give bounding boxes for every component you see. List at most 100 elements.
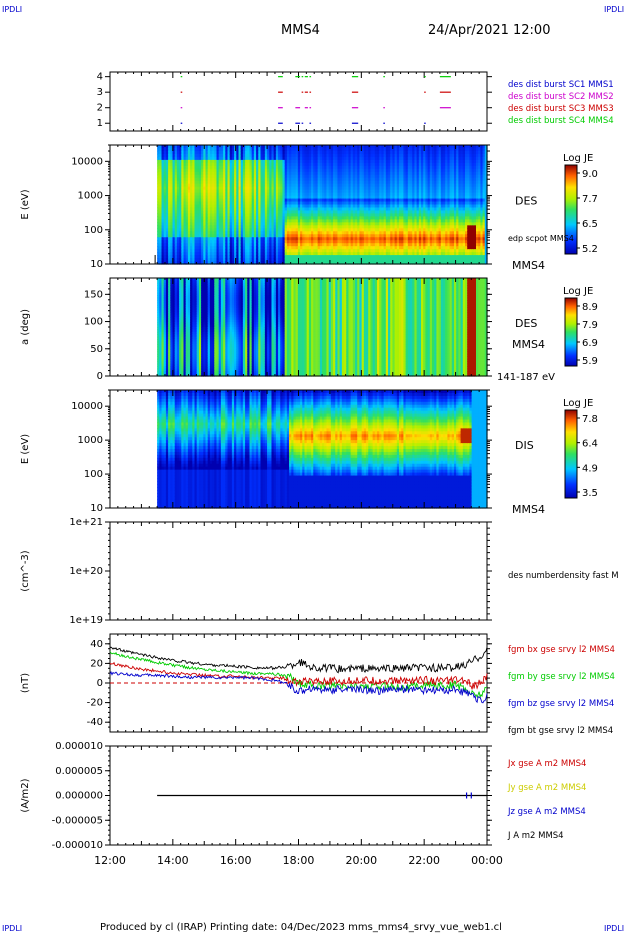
- heatmap-cell: [326, 225, 330, 229]
- heatmap-cell: [267, 186, 270, 191]
- heatmap-cell: [280, 222, 284, 226]
- heatmap-cell: [330, 219, 334, 223]
- heatmap-cell: [284, 171, 288, 176]
- heatmap-cell: [350, 153, 354, 158]
- heatmap-cell: [297, 156, 301, 161]
- heatmap-cell: [264, 219, 268, 223]
- heatmap-cell: [234, 249, 237, 253]
- heatmap-cell: [264, 234, 268, 238]
- heatmap-cell: [157, 240, 160, 244]
- heatmap-cell: [161, 222, 165, 226]
- heatmap-cell: [227, 165, 231, 170]
- heatmap-cell: [286, 180, 290, 185]
- heatmap-cell: [198, 177, 202, 182]
- heatmap-cell: [253, 228, 257, 232]
- heatmap-cell: [304, 198, 308, 203]
- heatmap-cell: [190, 171, 193, 176]
- heatmap-cell: [359, 183, 363, 188]
- heatmap-cell: [368, 258, 372, 262]
- heatmap-cell: [185, 145, 189, 149]
- heatmap-cell: [157, 216, 160, 220]
- heatmap-cell: [157, 231, 160, 235]
- heatmap-cell: [247, 249, 251, 253]
- heatmap-cell: [293, 162, 297, 167]
- heatmap-cell: [308, 216, 312, 220]
- heatmap-cell: [289, 225, 292, 229]
- heatmap-cell: [337, 198, 341, 203]
- heatmap-cell: [249, 201, 253, 206]
- heatmap-cell: [335, 234, 339, 238]
- heatmap-cell: [227, 180, 231, 185]
- heatmap-cell: [209, 225, 213, 229]
- heatmap-cell: [269, 240, 273, 244]
- heatmap-cell: [209, 240, 213, 244]
- heatmap-cell: [190, 231, 193, 235]
- heatmap-cell: [339, 261, 343, 265]
- heatmap-cell: [315, 204, 319, 209]
- heatmap-cell: [201, 258, 204, 262]
- heatmap-cell: [348, 210, 352, 215]
- heatmap-cell: [357, 147, 361, 152]
- heatmap-cell: [194, 171, 198, 176]
- heatmap-cell: [165, 255, 169, 259]
- heatmap-cell: [267, 207, 270, 212]
- heatmap-cell: [203, 252, 207, 256]
- heatmap-cell: [346, 213, 350, 218]
- heatmap-cell: [306, 219, 310, 223]
- heatmap-cell: [214, 177, 218, 182]
- heatmap-cell: [366, 213, 369, 218]
- heatmap-cell: [264, 213, 268, 218]
- heatmap-cell: [352, 162, 356, 167]
- heatmap-cell: [264, 258, 268, 262]
- heatmap-cell: [368, 231, 372, 235]
- heatmap-cell: [161, 177, 165, 182]
- heatmap-cell: [223, 180, 226, 185]
- heatmap-cell: [363, 243, 367, 247]
- des_energy-heatmap: [157, 145, 488, 265]
- heatmap-cell: [300, 255, 303, 259]
- heatmap-cell: [350, 231, 354, 235]
- heatmap-cell: [306, 180, 310, 185]
- heatmap-cell: [190, 186, 193, 191]
- heatmap-cell: [308, 240, 312, 244]
- heatmap-cell: [212, 261, 215, 265]
- heatmap-cell: [315, 231, 319, 235]
- heatmap-cell: [190, 243, 193, 247]
- heatmap-cell: [262, 153, 266, 158]
- heatmap-cell: [159, 237, 163, 241]
- heatmap-cell: [209, 174, 213, 179]
- heatmap-cell: [170, 249, 174, 253]
- heatmap-cell: [355, 183, 358, 188]
- heatmap-cell: [293, 153, 297, 158]
- heatmap-cell: [179, 240, 182, 244]
- heatmap-cell: [249, 195, 253, 200]
- heatmap-cell: [258, 216, 262, 220]
- heatmap-cell: [165, 261, 169, 265]
- heatmap-cell: [170, 243, 174, 247]
- heatmap-cell: [209, 201, 213, 206]
- heatmap-cell: [249, 189, 253, 194]
- heatmap-cell: [168, 249, 171, 253]
- heatmap-cell: [240, 147, 244, 152]
- heatmap-cell: [333, 156, 336, 161]
- heatmap-cell: [368, 219, 372, 223]
- heatmap-cell: [172, 204, 176, 209]
- heatmap-cell: [165, 156, 169, 161]
- heatmap-cell: [322, 243, 325, 247]
- heatmap-cell: [157, 219, 160, 223]
- heatmap-cell: [317, 186, 321, 191]
- heatmap-cell: [368, 210, 372, 215]
- heatmap-cell: [196, 186, 200, 191]
- heatmap-cell: [339, 246, 343, 250]
- heatmap-cell: [282, 153, 286, 158]
- heatmap-cell: [275, 198, 279, 203]
- heatmap-cell: [203, 165, 207, 170]
- heatmap-cell: [315, 195, 319, 200]
- heatmap-cell: [236, 177, 240, 182]
- heatmap-cell: [344, 237, 347, 241]
- heatmap-cell: [253, 180, 257, 185]
- heatmap-cell: [359, 198, 363, 203]
- heatmap-cell: [165, 201, 169, 206]
- heatmap-cell: [267, 159, 270, 164]
- heatmap-cell: [302, 150, 306, 155]
